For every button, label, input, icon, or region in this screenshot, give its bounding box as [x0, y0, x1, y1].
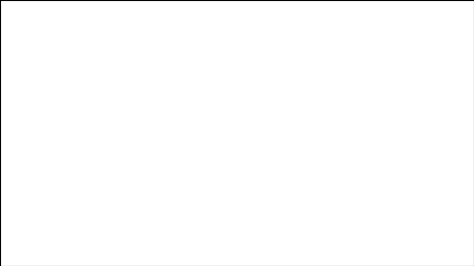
Text: 0.85: 0.85	[233, 176, 245, 181]
Text: atm + U-fission: atm + U-fission	[86, 30, 118, 63]
Text: atm + Pu-fission: atm + Pu-fission	[78, 50, 111, 85]
Text: to U-fission: to U-fission	[186, 53, 221, 57]
Text: B: B	[276, 11, 284, 21]
Text: 0.95: 0.95	[203, 176, 215, 181]
Text: 0.90: 0.90	[218, 176, 230, 181]
Text: to Pu-fission: to Pu-fission	[149, 146, 187, 151]
Text: C: C	[276, 126, 284, 136]
X-axis label: ¹³⁰Xe/¹³²Xe: ¹³⁰Xe/¹³²Xe	[132, 251, 180, 260]
Text: to AVCC: to AVCC	[216, 158, 242, 163]
Text: N. Atlantic
MORB
(2Π43): N. Atlantic MORB (2Π43)	[417, 162, 462, 192]
Legend: plume-influenced samples, MORBs and well gas samples: plume-influenced samples, MORBs and well…	[50, 211, 146, 229]
Text: c: c	[155, 78, 159, 87]
Text: Iceland
(DICE): Iceland (DICE)	[417, 47, 451, 67]
Text: B: B	[133, 119, 137, 125]
Text: A: A	[50, 14, 59, 27]
Text: $f^{130}_{r-atm}$: $f^{130}_{r-atm}$	[219, 187, 236, 198]
Y-axis label: ¹³⁶Xe/¹³²Xe: ¹³⁶Xe/¹³²Xe	[11, 96, 20, 143]
Text: atm: atm	[190, 168, 202, 173]
